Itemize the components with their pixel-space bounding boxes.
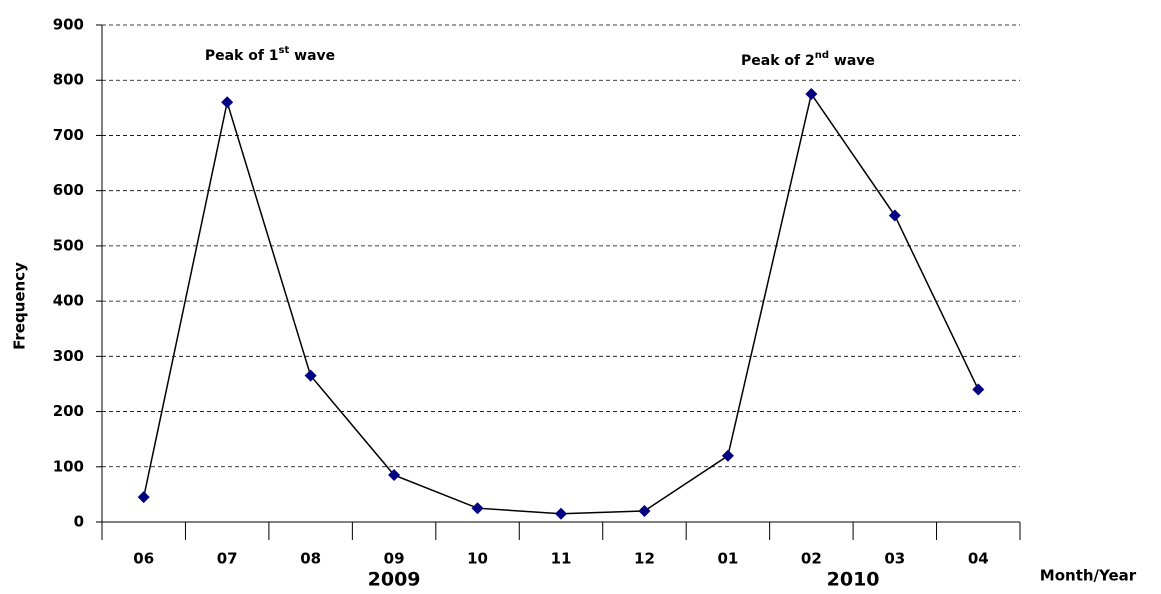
x-tick-label: 09 [384, 550, 405, 568]
y-tick-label: 700 [53, 126, 84, 144]
data-point [638, 504, 651, 517]
annotation-text: Peak of 1 [205, 48, 279, 64]
data-point [555, 507, 567, 520]
data-point [805, 88, 818, 101]
y-tick-label: 300 [53, 347, 84, 365]
x-axis-label: Month/Year [1040, 567, 1137, 585]
annotation-sup: st [279, 45, 290, 56]
x-tick-label: 12 [634, 550, 655, 568]
x-tick-label: 04 [968, 550, 989, 568]
x-tick-label: 08 [300, 550, 321, 568]
data-point [304, 369, 317, 382]
annotation-tail: wave [829, 53, 875, 69]
x-tick-label: 03 [884, 550, 905, 568]
x-tick-label: 02 [801, 550, 822, 568]
y-tick-label: 900 [53, 16, 84, 34]
data-line [142, 92, 979, 515]
data-point [137, 491, 150, 504]
annotation-tail: wave [289, 48, 335, 64]
data-point [221, 96, 234, 109]
y-tick-label: 100 [53, 457, 84, 475]
annotation-text: Peak of 2 [741, 53, 815, 69]
y-tick-label: 200 [53, 402, 84, 420]
data-point [471, 502, 484, 515]
y-tick-label: 500 [53, 236, 84, 254]
data-point [721, 449, 734, 462]
y-tick-label: 800 [53, 71, 84, 89]
x-tick-label: 10 [467, 550, 488, 568]
data-point [888, 209, 901, 222]
x-tick-label: 01 [717, 550, 738, 568]
y-tick-label: 400 [53, 292, 84, 310]
annotation: Peak of 1st wave [205, 45, 335, 64]
data-point [972, 383, 985, 396]
y-axis-label: Frequency [11, 262, 29, 350]
year-label: 2010 [827, 569, 880, 591]
year-label: 2009 [368, 569, 421, 591]
x-tick-label: 11 [551, 550, 572, 568]
x-tick-label: 07 [217, 550, 238, 568]
x-tick-label: 06 [133, 550, 154, 568]
annotation: Peak of 2nd wave [741, 50, 875, 69]
data-point [388, 469, 401, 482]
y-tick-label: 600 [53, 181, 84, 199]
y-tick-label: 0 [74, 513, 84, 531]
annotation-sup: nd [815, 50, 829, 61]
